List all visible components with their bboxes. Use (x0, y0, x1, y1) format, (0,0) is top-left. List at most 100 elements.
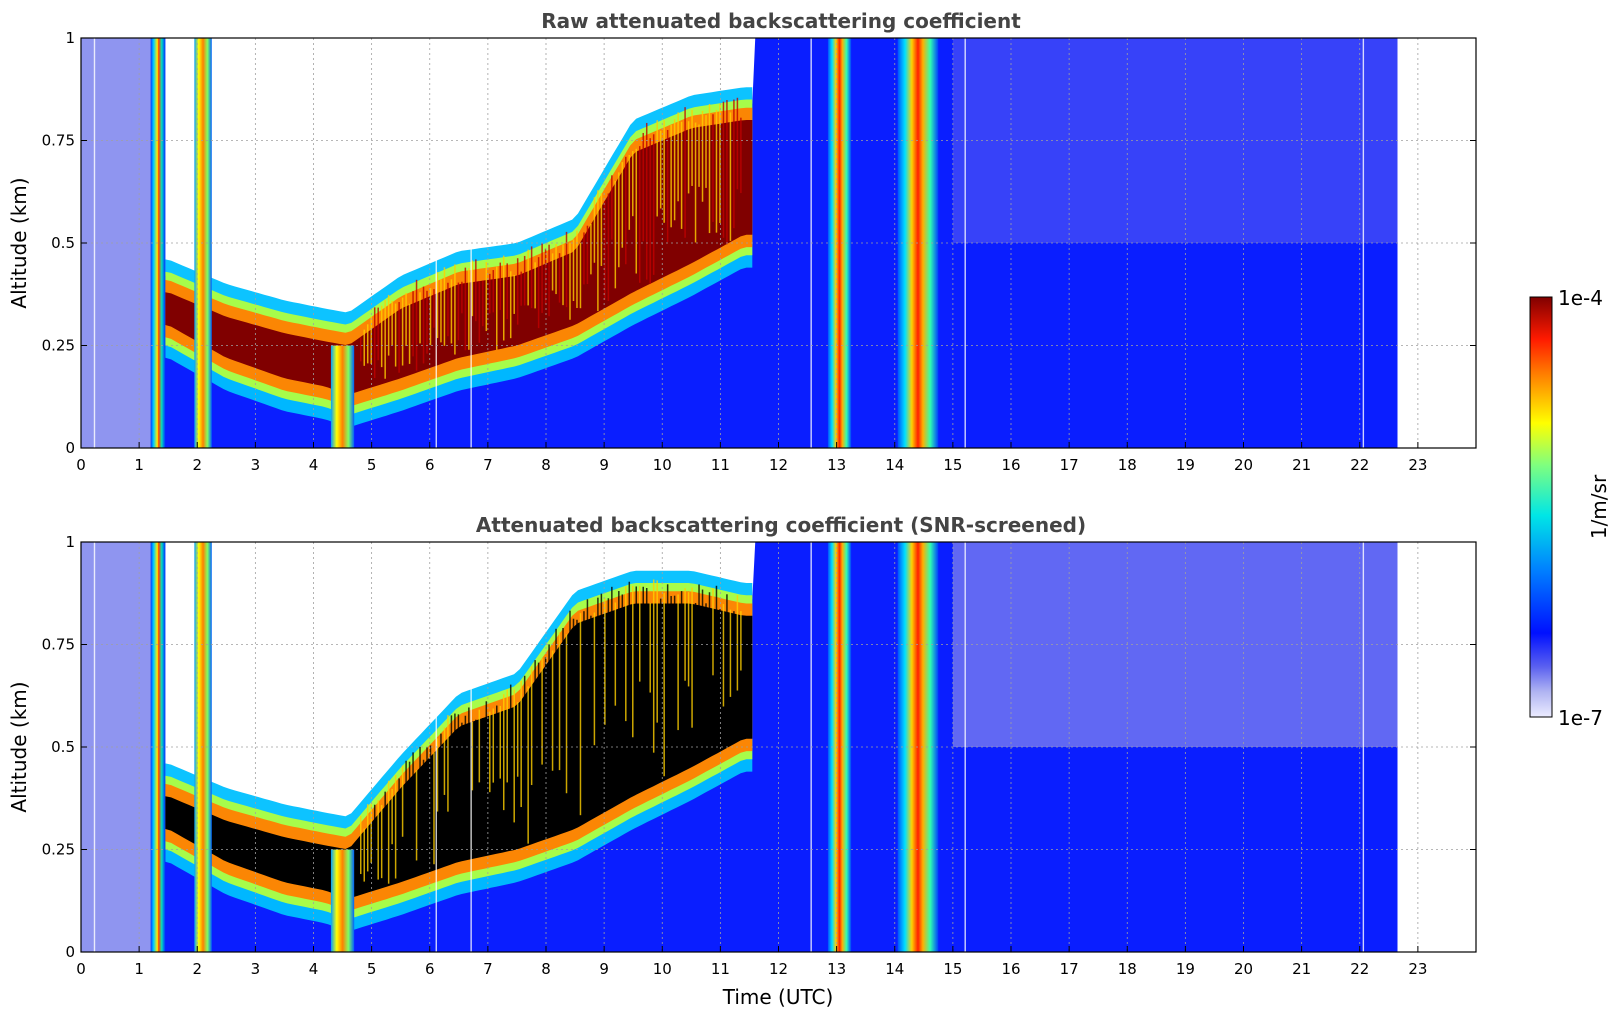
layer-streak (447, 282, 449, 337)
layer-streak (722, 101, 725, 238)
layer-streak (485, 261, 488, 332)
x-tick-label: 18 (1118, 960, 1137, 978)
upper-noise-region (952, 38, 1398, 243)
layer-streak (468, 707, 470, 850)
layer-streak (663, 120, 665, 223)
layer-streak (457, 714, 460, 831)
layer-streak (579, 242, 582, 309)
layer-streak (618, 591, 620, 741)
layer-streak (740, 611, 742, 671)
layer-streak (478, 280, 481, 343)
colorbar-gradient (1529, 296, 1553, 718)
layer-streak (666, 584, 669, 691)
layer-streak (471, 260, 474, 317)
layer-streak (555, 628, 557, 774)
layer-streak (527, 249, 529, 306)
layer-streak (433, 289, 435, 328)
layer-streak (555, 244, 557, 295)
layer-streak (440, 733, 442, 818)
layer-streak (583, 611, 585, 769)
layer-streak (722, 604, 725, 707)
layer-streak (450, 279, 453, 344)
x-tick-label: 4 (309, 456, 319, 474)
panel-screened: Attenuated backscattering coefficient (S… (7, 513, 1477, 1009)
upper-noise-region (952, 542, 1398, 747)
x-tick-label: 10 (653, 960, 672, 978)
layer-streak (576, 619, 578, 822)
y-tick-label: 1 (65, 533, 75, 551)
layer-streak (687, 592, 690, 687)
layer-streak (394, 775, 397, 879)
layer-streak (366, 324, 369, 364)
x-tick-label: 22 (1350, 960, 1369, 978)
layer-streak (590, 223, 592, 275)
layer-streak (544, 657, 547, 788)
layer-streak (593, 612, 596, 746)
layer-streak (443, 267, 446, 346)
layer-streak (705, 603, 707, 691)
layer-streak (489, 711, 491, 793)
clear-air-region (165, 38, 756, 329)
layer-streak (360, 815, 362, 875)
layer-streak (516, 701, 519, 777)
layer-streak (659, 598, 662, 757)
layer-streak (548, 244, 550, 317)
layer-streak (384, 791, 386, 849)
layer-streak (652, 134, 655, 275)
layer-streak (398, 302, 400, 373)
layer-streak (387, 294, 390, 356)
layer-streak (541, 658, 543, 765)
x-tick-label: 21 (1292, 456, 1311, 474)
layer-streak (663, 592, 665, 777)
layer-streak (482, 718, 484, 775)
layer-streak (429, 288, 432, 346)
layer-streak (621, 594, 624, 712)
x-tick-label: 5 (367, 456, 377, 474)
x-tick-label: 7 (483, 456, 493, 474)
layer-streak (740, 117, 742, 194)
layer-streak (454, 713, 456, 813)
y-tick-label: 0.75 (42, 636, 75, 654)
layer-streak (590, 615, 592, 796)
layer-streak (391, 300, 393, 346)
layer-streak (586, 225, 589, 285)
x-tick-label: 9 (599, 456, 609, 474)
layer-streak (527, 686, 529, 844)
layer-streak (572, 239, 575, 302)
panel-title: Attenuated backscattering coefficient (S… (476, 513, 1086, 537)
layer-streak (642, 132, 644, 242)
layer-streak (489, 273, 491, 314)
precipitation-column (330, 849, 355, 952)
x-tick-label: 23 (1408, 960, 1427, 978)
x-tick-label: 15 (943, 456, 962, 474)
y-axis-label: Altitude (km) (7, 681, 31, 812)
layer-streak (708, 592, 711, 690)
layer-streak (520, 271, 522, 306)
clear-air-region (165, 542, 756, 833)
layer-streak (499, 705, 501, 779)
layer-streak (729, 609, 732, 697)
layer-streak (551, 650, 554, 771)
x-tick-label: 2 (192, 960, 202, 978)
data-gap-line (1362, 38, 1365, 448)
layer-streak (499, 262, 501, 310)
layer-streak (391, 788, 393, 845)
layer-streak (659, 130, 662, 209)
layer-streak (635, 586, 638, 717)
layer-streak (450, 715, 453, 852)
layer-streak (380, 805, 383, 879)
layer-streak (621, 162, 624, 248)
x-tick-label: 8 (541, 456, 551, 474)
layer-streak (537, 257, 540, 329)
layer-streak (461, 722, 463, 856)
layer-streak (649, 138, 651, 284)
y-axis-label: Altitude (km) (7, 177, 31, 308)
layer-streak (562, 244, 564, 306)
layer-streak (426, 747, 428, 864)
layer-streak (712, 114, 714, 222)
layer-streak (373, 804, 376, 887)
x-tick-label: 10 (653, 456, 672, 474)
layer-streak (541, 243, 543, 313)
panel-title: Raw attenuated backscattering coefficien… (541, 9, 1021, 33)
x-tick-label: 13 (827, 960, 846, 978)
